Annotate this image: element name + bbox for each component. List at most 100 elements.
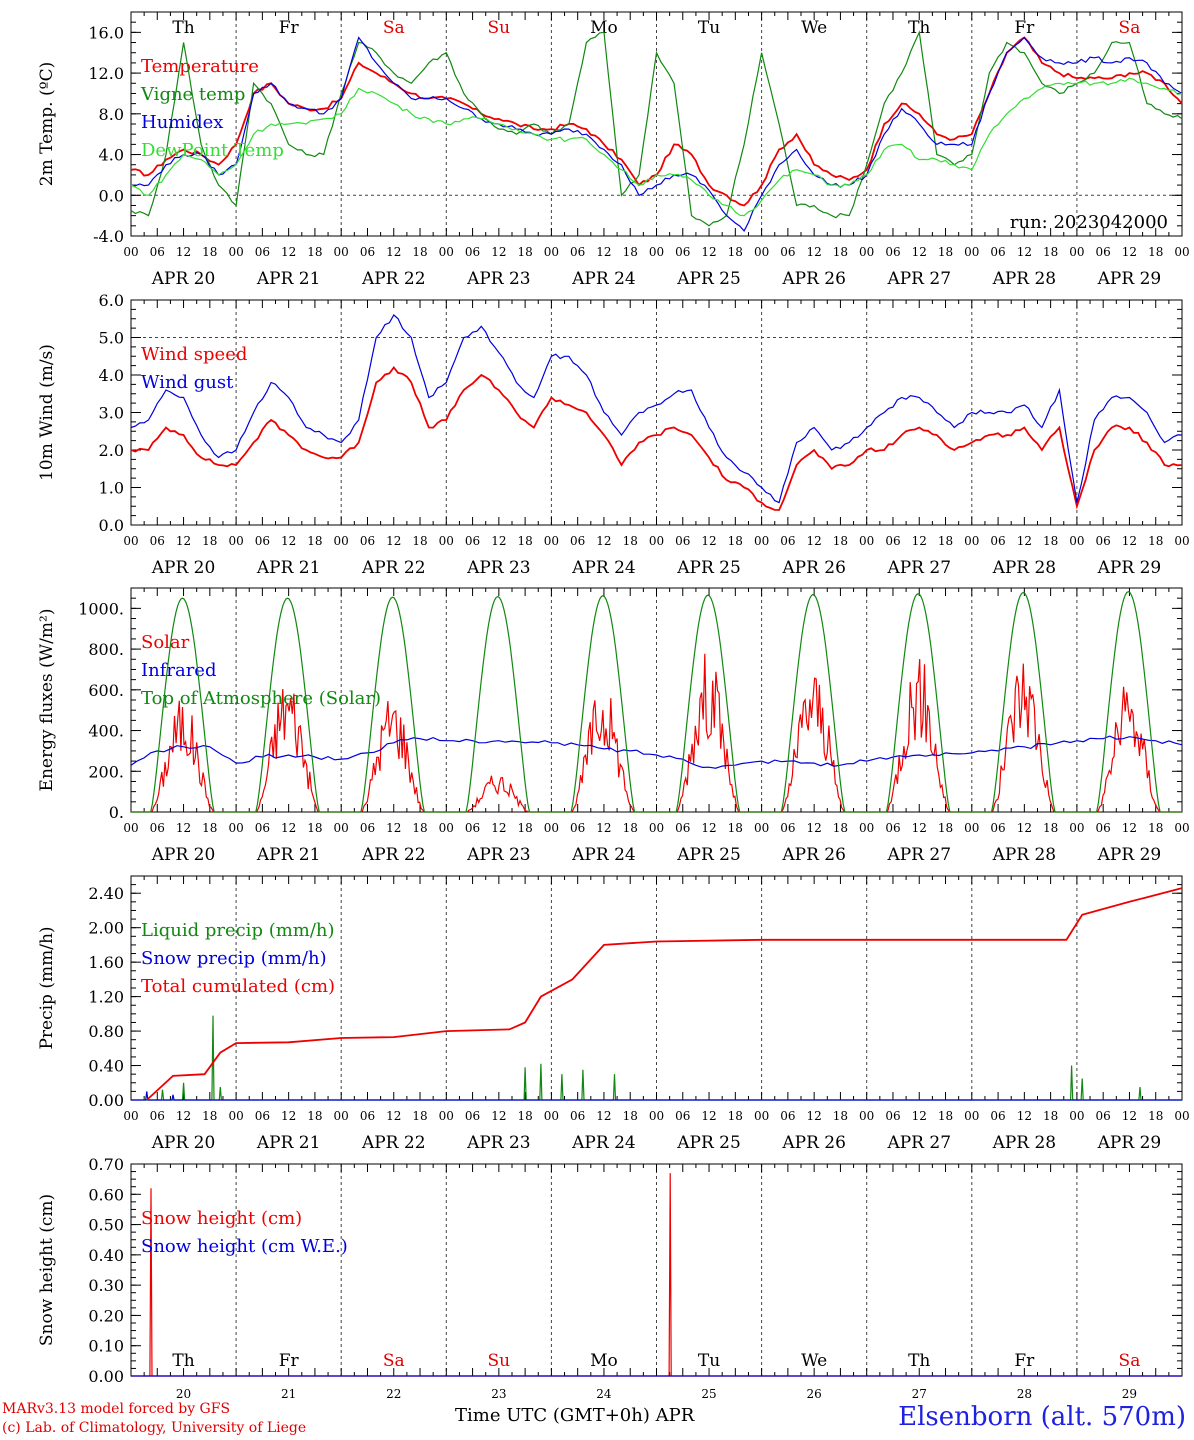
weekday-label: Fr	[1014, 1351, 1035, 1371]
hour-label: 00	[228, 534, 243, 548]
y-tick-label: 0.00	[88, 1091, 124, 1110]
hour-label: 12	[1122, 821, 1137, 835]
date-label: APR 24	[571, 558, 636, 578]
y-tick-label: 0.30	[88, 1276, 124, 1295]
y-axis-label: Snow height (cm)	[37, 1194, 57, 1346]
hour-label: 06	[1096, 534, 1111, 548]
hour-label: 06	[255, 1109, 270, 1123]
date-label: APR 24	[571, 269, 636, 289]
legend-wind-gust: Wind gust	[141, 372, 234, 393]
hour-label: 12	[386, 821, 401, 835]
hour-label: 12	[1017, 1109, 1032, 1123]
hour-label: 12	[491, 821, 506, 835]
hour-label: 00	[123, 821, 138, 835]
hour-label: 18	[623, 245, 638, 259]
date-label: APR 20	[151, 845, 216, 865]
legend-solar: Solar	[141, 632, 190, 653]
hour-label: 12	[1017, 821, 1032, 835]
y-axis-label: 2m Temp. (ºC)	[37, 62, 57, 187]
legend-dewpoint-temp: DewPoint Temp	[141, 140, 284, 161]
date-label: APR 27	[886, 845, 951, 865]
hour-label: 18	[412, 245, 427, 259]
hour-label: 06	[570, 534, 585, 548]
hour-label: 12	[701, 245, 716, 259]
weekday-label: Fr	[1014, 18, 1035, 38]
y-axis-label: Energy fluxes (W/m²)	[37, 609, 57, 792]
hour-label: 12	[1017, 534, 1032, 548]
hour-label: 12	[596, 821, 611, 835]
date-label: APR 22	[361, 845, 426, 865]
hour-label: 18	[1148, 245, 1163, 259]
hour-label: 00	[754, 245, 769, 259]
hour-label: 18	[307, 245, 322, 259]
date-label: APR 29	[1097, 845, 1162, 865]
model-note: MARv3.13 model forced by GFS	[2, 1401, 231, 1417]
date-label: APR 29	[1097, 1133, 1162, 1153]
hour-label: 12	[807, 245, 822, 259]
date-label: APR 26	[781, 845, 846, 865]
hour-label: 00	[439, 245, 454, 259]
y-tick-label: 1.0	[99, 479, 124, 498]
hour-label: 00	[334, 1109, 349, 1123]
y-tick-label: 3.0	[99, 404, 124, 423]
hour-label: 12	[807, 821, 822, 835]
hour-label: 18	[623, 534, 638, 548]
hour-label: 06	[360, 821, 375, 835]
hour-label: 06	[360, 1109, 375, 1123]
y-tick-label: 4.0	[99, 366, 124, 385]
hour-label: 06	[990, 1109, 1005, 1123]
hour-label: 12	[176, 534, 191, 548]
hour-label: 06	[1096, 245, 1111, 259]
y-tick-label: 0.10	[88, 1337, 124, 1356]
hour-label: 18	[833, 821, 848, 835]
y-tick-label: 0.60	[88, 1185, 124, 1204]
hour-label: 00	[439, 821, 454, 835]
date-label: APR 27	[886, 269, 951, 289]
hour-label: 06	[780, 534, 795, 548]
hour-label: 12	[912, 1109, 927, 1123]
hour-label: 06	[465, 1109, 480, 1123]
hour-label: 12	[1017, 245, 1032, 259]
hour-label: 00	[1069, 1109, 1084, 1123]
hour-label: 18	[202, 245, 217, 259]
hour-label: 18	[938, 1109, 953, 1123]
hour-label: 00	[334, 821, 349, 835]
y-tick-label: 6.0	[99, 291, 124, 310]
credit-note: (c) Lab. of Climatology, University of L…	[2, 1420, 307, 1436]
hour-label: 06	[465, 245, 480, 259]
hour-label: 06	[885, 534, 900, 548]
weekday-label: Tu	[698, 18, 720, 38]
y-tick-label: 12.0	[88, 64, 124, 83]
hour-label: 12	[491, 534, 506, 548]
y-tick-label: 0.20	[88, 1306, 124, 1325]
date-label: APR 28	[992, 845, 1057, 865]
hour-label: 00	[439, 534, 454, 548]
hour-label: 06	[465, 534, 480, 548]
hour-label: 18	[728, 1109, 743, 1123]
weekday-label: Fr	[279, 1351, 300, 1371]
date-label: APR 28	[992, 1133, 1057, 1153]
y-tick-label: 1.20	[88, 988, 124, 1007]
y-tick-label: 0.	[109, 803, 124, 822]
hour-label: 18	[1043, 534, 1058, 548]
hour-label: 00	[754, 534, 769, 548]
y-tick-label: 200.	[88, 762, 124, 781]
hour-label: 18	[517, 534, 532, 548]
date-label: APR 21	[256, 558, 321, 578]
hour-label: 18	[833, 1109, 848, 1123]
hour-label: 00	[754, 1109, 769, 1123]
hour-label: 00	[439, 1109, 454, 1123]
hour-label: 06	[360, 534, 375, 548]
hour-label: 18	[1148, 534, 1163, 548]
hour-label: 12	[176, 821, 191, 835]
hour-label: 18	[623, 1109, 638, 1123]
date-label: APR 21	[256, 845, 321, 865]
hour-label: 18	[1043, 821, 1058, 835]
date-label: APR 21	[256, 1133, 321, 1153]
hour-label: 06	[150, 534, 165, 548]
y-tick-label: 800.	[88, 640, 124, 659]
y-tick-label: 0.00	[88, 1367, 124, 1386]
y-tick-label: 0.0	[99, 516, 124, 535]
y-tick-label: 0.80	[88, 1022, 124, 1041]
y-tick-label: 1000.	[78, 599, 124, 618]
